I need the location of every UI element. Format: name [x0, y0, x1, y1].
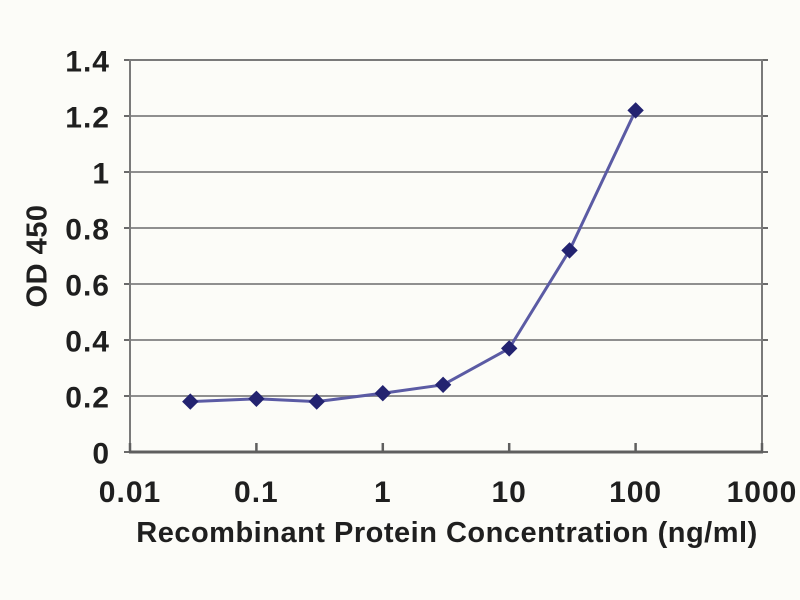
x-tick-label: 1 [374, 476, 392, 509]
y-tick-label: 1.2 [65, 101, 110, 134]
data-point-marker [308, 393, 325, 410]
plot-frame [129, 59, 763, 453]
y-tick-label: 0.4 [65, 325, 110, 358]
x-tick-label: 100 [609, 476, 662, 509]
y-tick-label: 0.6 [65, 269, 110, 302]
y-tick-label: 1.4 [65, 45, 110, 78]
y-tick-label: 0.2 [65, 381, 110, 414]
data-point-marker [374, 384, 392, 402]
data-point-marker [182, 393, 199, 410]
y-axis-title: OD 450 [21, 204, 54, 308]
x-tick-label: 10 [492, 476, 527, 509]
data-point-marker [434, 376, 452, 394]
series-line [190, 109, 637, 404]
y-tick-label: 0.8 [65, 213, 110, 246]
data-point-marker [500, 340, 518, 357]
x-tick-label: 1000 [727, 476, 798, 509]
y-tick-label: 1 [92, 157, 110, 190]
y-tick-label: 0 [92, 437, 110, 470]
data-point-marker [627, 102, 644, 119]
data-point-marker [248, 390, 265, 408]
x-axis-title: Recombinant Protein Concentration (ng/ml… [136, 517, 758, 549]
x-tick-label: 0.01 [99, 476, 161, 509]
x-tick-label: 0.1 [234, 476, 279, 509]
data-point-marker [561, 242, 578, 259]
